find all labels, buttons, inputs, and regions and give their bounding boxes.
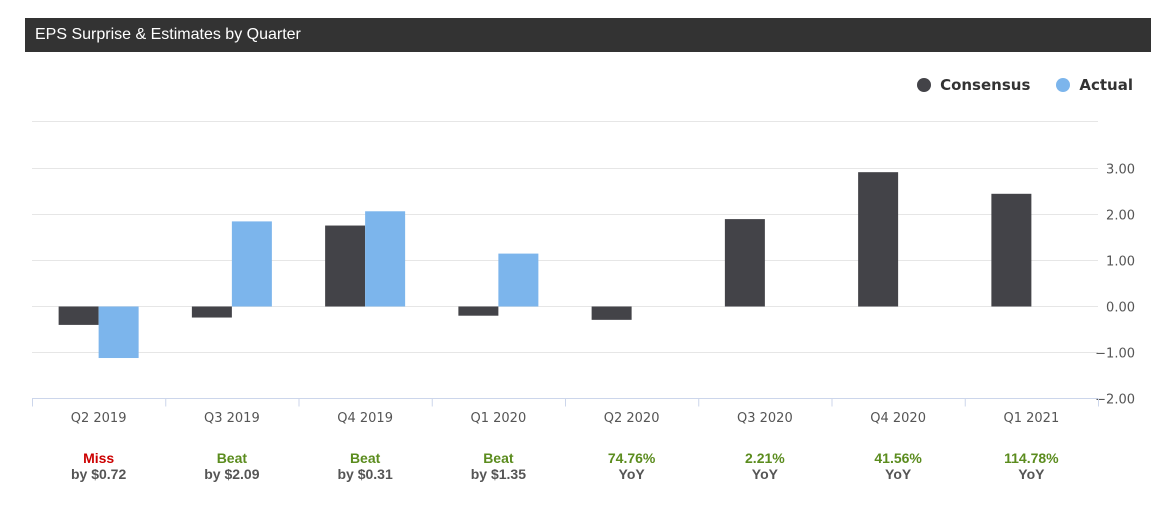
quarter-summary: 2.21% YoY	[695, 450, 835, 482]
y-tick-label: −2.00	[1095, 393, 1135, 408]
bar-consensus	[458, 306, 499, 316]
quarter-summary: 74.76% YoY	[562, 450, 702, 482]
bar-actual	[231, 221, 272, 307]
eps-bar-chart: 3.00 2.00 1.00 0.00 −1.00 −2.00 Q2 2019 Q3 2019…	[32, 121, 1135, 426]
summary-detail: by $0.31	[337, 466, 393, 482]
bar-actual	[98, 306, 139, 359]
y-tick-label: −1.00	[1095, 347, 1135, 362]
y-tick-label: 3.00	[1106, 163, 1135, 178]
x-tick-label: Q4 2019	[337, 411, 393, 426]
bar-consensus	[991, 193, 1032, 307]
summary-detail: YoY	[885, 466, 912, 482]
bar-consensus	[325, 225, 366, 307]
quarter-summary: Beat by $1.35	[428, 450, 568, 482]
summary-detail: YoY	[1018, 466, 1045, 482]
summary-result: Beat	[483, 450, 514, 466]
x-tick-label: Q3 2020	[737, 411, 793, 426]
x-tick-label: Q3 2019	[204, 411, 260, 426]
quarter-summary: 41.56% YoY	[828, 450, 968, 482]
chart-title: EPS Surprise & Estimates by Quarter	[35, 26, 301, 43]
bar-actual	[498, 253, 539, 307]
y-tick-label: 1.00	[1106, 255, 1135, 270]
quarter-summary: Beat by $0.31	[295, 450, 435, 482]
summary-result: 2.21%	[745, 450, 785, 466]
x-tick-label: Q4 2020	[870, 411, 926, 426]
x-tick-label: Q2 2019	[71, 411, 127, 426]
summary-result: Beat	[349, 450, 381, 466]
summary-result: Miss	[83, 450, 115, 466]
summary-result: 114.78%	[1004, 450, 1059, 466]
quarter-summary: Miss by $0.72	[29, 450, 169, 482]
legend-item-consensus[interactable]: Consensus	[917, 76, 1030, 94]
bar-actual	[365, 211, 406, 307]
summary-result: 41.56%	[874, 450, 922, 466]
summary-result: Beat	[216, 450, 248, 466]
summary-detail: by $1.35	[470, 466, 526, 482]
chart-legend: Consensus Actual	[891, 76, 1133, 94]
bar-consensus	[58, 306, 99, 325]
bar-consensus	[858, 172, 899, 307]
x-tick-label: Q1 2020	[471, 411, 527, 426]
summary-result: 74.76%	[607, 450, 656, 466]
summary-detail: by $2.09	[204, 466, 260, 482]
legend-dot-consensus	[917, 78, 932, 92]
bar-consensus	[591, 306, 632, 320]
legend-label-consensus: Consensus	[940, 76, 1031, 94]
quarter-summary: 114.78% YoY	[961, 450, 1101, 482]
summary-detail: by $0.72	[70, 466, 127, 482]
y-tick-label: 2.00	[1106, 209, 1135, 224]
chart-header: EPS Surprise & Estimates by Quarter	[25, 18, 1151, 52]
quarter-summary: Beat by $2.09	[162, 450, 302, 482]
summary-detail: YoY	[618, 466, 645, 482]
legend-label-actual: Actual	[1079, 76, 1133, 94]
bar-consensus	[724, 219, 765, 307]
y-tick-label: 0.00	[1106, 301, 1135, 316]
x-tick-label: Q2 2020	[604, 411, 660, 426]
legend-item-actual[interactable]: Actual	[1056, 76, 1133, 94]
summary-detail: YoY	[751, 466, 778, 482]
x-tick-label: Q1 2021	[1004, 411, 1060, 426]
legend-dot-actual	[1056, 78, 1071, 92]
bar-consensus	[191, 306, 232, 318]
